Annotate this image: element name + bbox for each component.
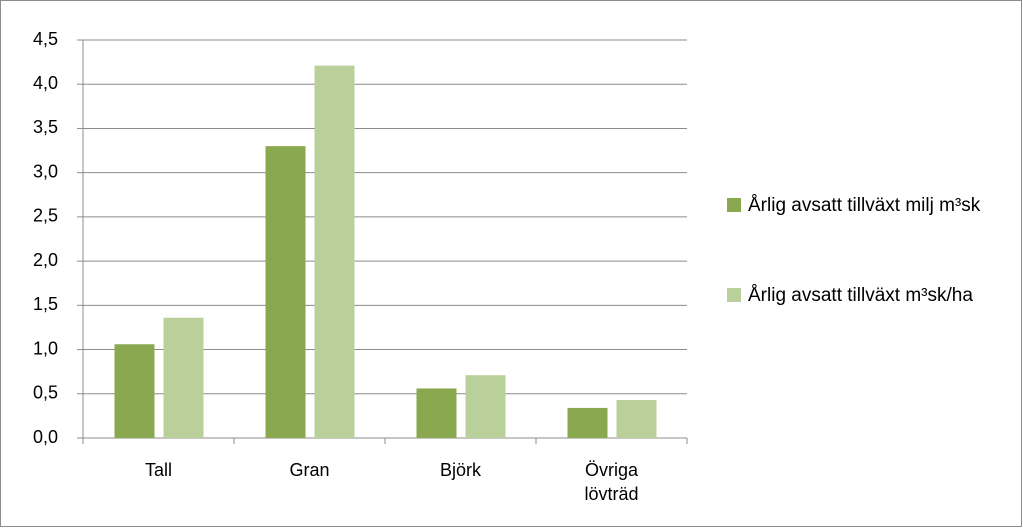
legend-swatch	[727, 288, 741, 302]
bar	[114, 344, 155, 438]
bar	[314, 65, 355, 438]
y-tick-label: 2,5	[33, 206, 58, 226]
y-tick-label: 4,0	[33, 73, 58, 93]
legend-swatch	[727, 198, 741, 212]
legend-label: Årlig avsatt tillväxt milj m³sk	[748, 195, 981, 216]
y-tick-label: 1,5	[33, 294, 58, 314]
y-tick-label: 4,5	[33, 29, 58, 49]
y-tick-label: 0,0	[33, 427, 58, 447]
y-tick-label: 3,0	[33, 161, 58, 181]
x-tick-label: Övriga lövträd	[584, 460, 639, 504]
bar	[163, 317, 204, 438]
y-tick-label: 3,5	[33, 117, 58, 137]
bar	[416, 388, 457, 438]
x-tick-label: Tall	[144, 460, 172, 480]
bar	[265, 146, 306, 438]
bar	[465, 375, 506, 438]
y-tick-label: 1,0	[33, 338, 58, 358]
legend-label: Årlig avsatt tillväxt m³sk/ha	[748, 285, 973, 306]
x-tick-label: Björk	[439, 460, 481, 480]
bar	[567, 407, 608, 438]
y-tick-label: 0,5	[33, 383, 58, 403]
y-tick-label: 2,0	[33, 250, 58, 270]
x-tick-label: Gran	[289, 460, 330, 480]
bar	[616, 399, 657, 438]
